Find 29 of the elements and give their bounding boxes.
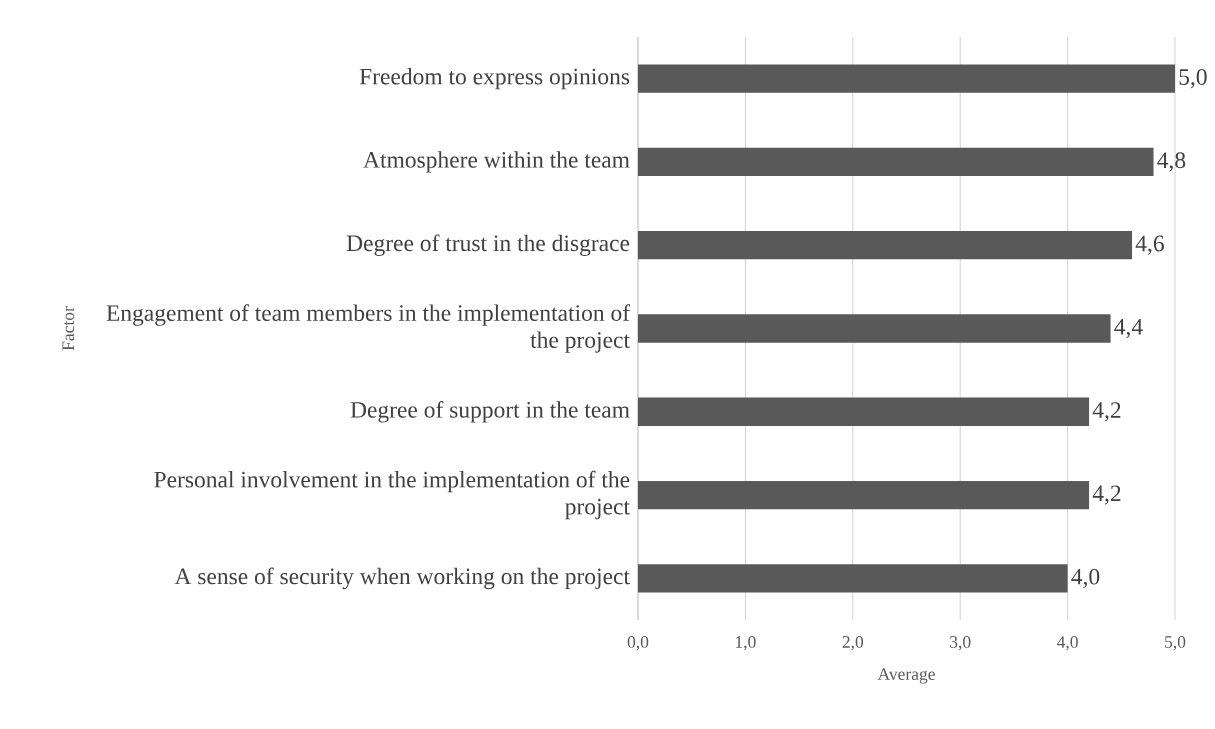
bar <box>638 147 1154 177</box>
data-label: 4,4 <box>1114 318 1143 339</box>
data-label: 5,0 <box>1179 69 1207 89</box>
y-tick-label: Personal involvement in the implementation of the project <box>154 470 630 520</box>
x-axis-title: Average <box>877 668 935 684</box>
y-tick-label: Degree of trust in the disgrace <box>346 234 630 257</box>
data-label: 4,2 <box>1092 485 1121 505</box>
x-tick-label: 0,0 <box>627 636 649 651</box>
x-tick-label: 3,0 <box>950 636 971 651</box>
y-axis-title: Factor <box>62 306 75 351</box>
data-label: 4,6 <box>1135 235 1164 255</box>
bar <box>638 64 1175 93</box>
data-label: 4,2 <box>1092 402 1121 422</box>
y-tick-label: Engagement of team members in the implementation of the project <box>106 304 631 353</box>
bar <box>638 314 1111 343</box>
x-tick-label: 4,0 <box>1057 636 1078 651</box>
bar <box>638 231 1133 260</box>
bar <box>638 397 1090 426</box>
x-tick-label: 1,0 <box>736 636 756 651</box>
y-tick-label: Degree of support in the team <box>350 400 630 423</box>
y-tick-label: A sense of security when working on the project <box>174 567 630 590</box>
x-tick-label: 2,0 <box>842 636 864 651</box>
data-label: 4,8 <box>1157 152 1186 172</box>
bar <box>638 564 1068 593</box>
x-tick-label: 5,0 <box>1165 636 1186 651</box>
bar <box>638 480 1090 510</box>
y-tick-label: Atmosphere within the team <box>363 151 630 173</box>
y-tick-label: Freedom to express opinions <box>359 67 630 90</box>
data-label: 4,0 <box>1071 568 1100 588</box>
